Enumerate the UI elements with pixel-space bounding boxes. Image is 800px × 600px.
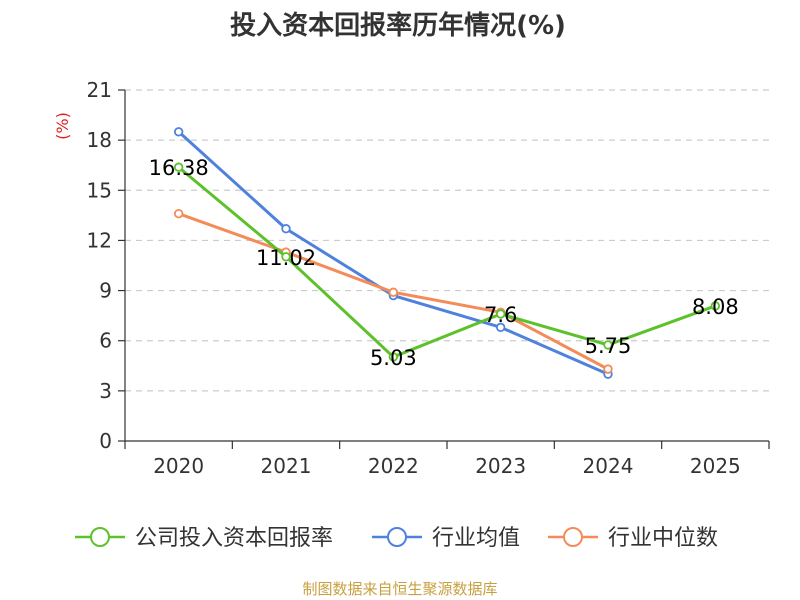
x-tick-label: 2025 [690,454,741,478]
data-point [495,309,506,319]
chart-title: 投入资本回报率历年情况(%) [230,10,566,41]
y-tick-label: 18 [87,128,112,152]
y-axis-unit: (%) [53,112,72,140]
series-line [177,130,610,376]
data-label: 16.38 [149,156,209,180]
data-point [603,364,613,374]
y-tick-label: 15 [87,178,112,202]
grid [125,89,769,392]
x-tick-label: 2020 [153,454,204,478]
data-label: 7.6 [484,303,517,327]
legend-label: 公司投入资本回报率 [135,526,333,551]
series-0 [173,162,721,362]
x-tick-label: 2023 [475,454,526,478]
legend-label: 行业中位数 [608,526,718,551]
data-point [173,162,184,172]
y-tick-label: 6 [99,329,112,353]
y-tick-label: 21 [87,78,112,102]
x-tick-label: 2022 [368,454,419,478]
series-line [177,165,717,359]
data-labels: 16.38 11.02 5.03 7.6 5.75 8.08 [149,156,739,370]
axes [118,89,770,449]
data-label: 8.08 [692,295,739,319]
legend-item-1[interactable]: 行业均值 [372,526,520,551]
data-label: 5.75 [585,334,632,358]
y-tick-label: 3 [99,379,112,403]
x-tick-label: 2021 [261,454,312,478]
data-label: 11.02 [256,246,316,270]
x-tick-label: 2024 [583,454,634,478]
y-tick-labels: 0 3 6 9 12 15 18 21 [87,78,112,453]
legend-marker [90,527,110,547]
data-label: 5.03 [370,346,417,370]
data-point [173,208,184,219]
legend-marker [387,527,407,547]
legend-label: 行业均值 [432,526,520,551]
data-point [495,322,506,333]
data-point [710,301,721,311]
legend-marker [563,527,583,547]
data-point [388,352,399,362]
legend-item-2[interactable]: 行业中位数 [548,526,718,551]
data-point [281,252,291,262]
data-point [173,127,184,137]
y-tick-label: 12 [87,228,112,252]
data-point [388,287,399,297]
data-point [281,224,291,234]
y-tick-label: 0 [99,429,112,453]
x-tick-labels: 2020 2021 2022 2023 2024 2025 [153,454,741,478]
legend-item-0[interactable]: 公司投入资本回报率 [75,526,333,551]
series-layer [173,127,721,379]
legend[interactable]: 公司投入资本回报率 行业均值 行业中位数 [75,526,718,551]
data-point [603,340,613,350]
source-note: 制图数据来自恒生聚源数据库 [302,580,497,598]
y-tick-label: 9 [99,279,112,303]
